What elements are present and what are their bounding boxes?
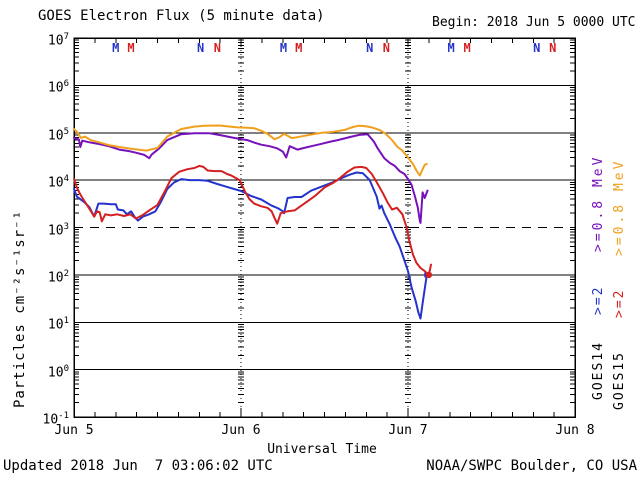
marker-n-goes15: N: [213, 41, 221, 55]
y-tick-label-1e4: 104: [47, 174, 69, 191]
series-goes14-2-mev: [73, 171, 428, 320]
x-axis-title: Universal Time: [267, 442, 377, 457]
y-tick-label-1e0: 100: [47, 363, 69, 380]
last-point-dot: [425, 271, 433, 279]
marker-n-goes14: N: [197, 41, 205, 55]
begin-timestamp: Begin: 2018 Jun 5 0000 UTC: [432, 15, 636, 30]
y-tick-label-1e-1: 10-1: [42, 411, 70, 428]
chart-title: GOES Electron Flux (5 minute data): [38, 8, 325, 24]
y-tick-label-1e2: 102: [47, 268, 69, 286]
legend-goes14-e08-label: >=0.8 MeV: [591, 154, 606, 252]
y-tick-label-1e3: 103: [47, 221, 69, 238]
series-goes15-0.8-mev: [73, 124, 428, 177]
series-goes15-2-mev: [73, 164, 432, 276]
legend-goes15-e2-label: >=2: [612, 288, 627, 318]
marker-n-goes15: N: [549, 41, 557, 55]
plot-frame: [73, 37, 576, 418]
marker-m-goes15: M: [463, 41, 471, 55]
x-tick-label: Jun 5: [54, 423, 94, 438]
series-goes14-0.8-mev: [73, 132, 429, 224]
marker-n-goes14: N: [366, 41, 374, 55]
legend-goes15-label: GOES15: [612, 351, 627, 410]
marker-m-goes14: M: [279, 41, 288, 55]
x-tick-label: Jun 6: [221, 423, 261, 438]
data-source-label: NOAA/SWPC Boulder, CO USA: [426, 458, 637, 474]
y-tick-label-1e1: 101: [47, 316, 69, 333]
x-tick-label: Jun 7: [388, 423, 428, 438]
legend-goes14-label: GOES14: [591, 341, 606, 400]
y-tick-label-1e5: 105: [47, 126, 69, 144]
legend-goes14-e2-label: >=2: [591, 285, 606, 315]
marker-n-goes15: N: [382, 41, 391, 55]
marker-m-goes14: M: [112, 41, 120, 55]
marker-m-goes15: M: [295, 41, 303, 55]
x-tick-label: Jun 8: [555, 423, 595, 438]
marker-n-goes14: N: [533, 41, 541, 55]
y-tick-label-1e6: 106: [47, 79, 69, 96]
y-tick-label-1e7: 107: [47, 32, 69, 49]
marker-m-goes14: M: [447, 41, 455, 55]
marker-m-goes15: M: [127, 41, 135, 55]
legend-goes15-e08-label: >=0.8 MeV: [612, 158, 627, 256]
updated-timestamp: Updated 2018 Jun 7 03:06:02 UTC: [3, 458, 273, 474]
